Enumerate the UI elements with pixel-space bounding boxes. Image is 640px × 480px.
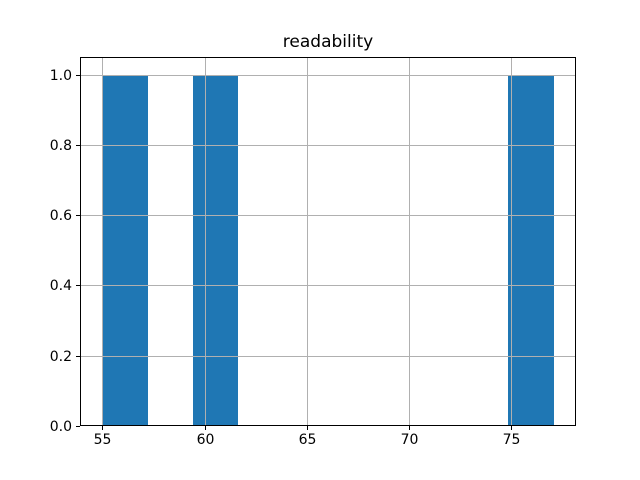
- y-tick-mark: [76, 285, 80, 286]
- x-tick-mark: [409, 426, 410, 430]
- histogram-bar: [508, 74, 554, 426]
- gridline-horizontal: [80, 75, 576, 76]
- histogram-bar: [192, 74, 238, 426]
- y-tick-label: 0.8: [49, 138, 72, 154]
- y-tick-label: 0.6: [49, 208, 72, 224]
- gridline-vertical: [205, 57, 206, 426]
- x-tick-mark: [205, 426, 206, 430]
- y-tick-mark: [76, 356, 80, 357]
- x-tick-mark: [307, 426, 308, 430]
- gridline-horizontal: [80, 356, 576, 357]
- gridline-vertical: [511, 57, 512, 426]
- x-tick-label: 60: [196, 432, 215, 448]
- gridline-vertical: [409, 57, 410, 426]
- y-tick-label: 0.2: [49, 349, 72, 365]
- y-tick-label: 0.0: [49, 419, 72, 435]
- y-tick-mark: [76, 215, 80, 216]
- y-tick-label: 1.0: [49, 68, 72, 84]
- x-tick-label: 65: [298, 432, 317, 448]
- y-tick-mark: [76, 75, 80, 76]
- x-tick-label: 75: [502, 432, 521, 448]
- x-tick-label: 70: [400, 432, 419, 448]
- gridline-horizontal: [80, 285, 576, 286]
- x-tick-mark: [102, 426, 103, 430]
- plot-border: [80, 57, 576, 426]
- y-tick-mark: [76, 145, 80, 146]
- gridline-horizontal: [80, 215, 576, 216]
- y-tick-mark: [76, 426, 80, 427]
- gridline-horizontal: [80, 145, 576, 146]
- chart-title: readability: [282, 32, 374, 52]
- gridline-vertical: [307, 57, 308, 426]
- y-tick-label: 0.4: [49, 278, 72, 294]
- gridline-vertical: [102, 57, 103, 426]
- x-tick-mark: [511, 426, 512, 430]
- histogram-bar: [102, 74, 148, 426]
- x-tick-label: 55: [93, 432, 112, 448]
